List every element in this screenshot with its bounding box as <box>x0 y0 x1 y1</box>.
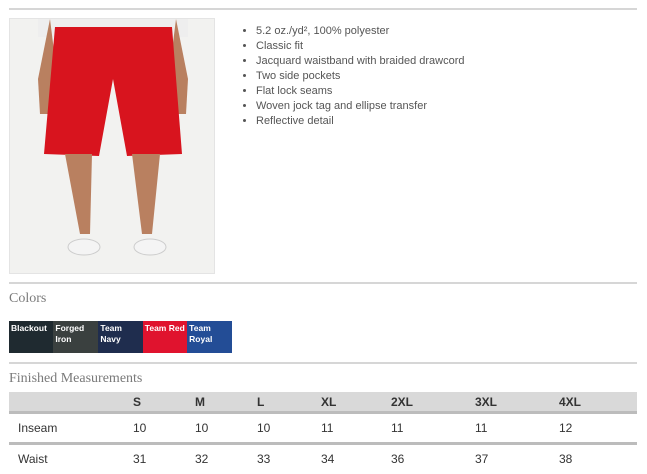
feature-item: Flat lock seams <box>256 84 465 99</box>
table-cell: 10 <box>133 412 195 445</box>
table-cell: 32 <box>195 452 209 466</box>
table-cell: 11 <box>391 412 475 445</box>
feature-item: Reflective detail <box>256 114 465 129</box>
table-cell: 36 <box>391 452 405 466</box>
row-label: Inseam <box>9 412 133 445</box>
swatch-label: Team Royal <box>189 323 213 344</box>
table-cell: 11 <box>475 412 559 445</box>
divider <box>9 8 637 10</box>
table-header-row: S M L XL 2XL 3XL 4XL <box>9 392 637 414</box>
swatch-team-navy[interactable]: Team Navy <box>98 321 143 353</box>
table-cell: 38 <box>559 452 573 466</box>
feature-item: Woven jock tag and ellipse transfer <box>256 99 465 114</box>
divider <box>9 282 637 284</box>
colors-title: Colors <box>9 291 47 306</box>
color-swatches: Blackout Forged Iron Team Navy Team Red … <box>9 321 232 353</box>
measurements-table: S M L XL 2XL 3XL 4XL Inseam 10 10 10 11 … <box>9 392 637 473</box>
swatch-label: Team Navy <box>100 323 122 344</box>
feature-item: Jacquard waistband with braided drawcord <box>256 54 465 69</box>
measurements-title: Finished Measurements <box>9 371 143 386</box>
header-cell: 4XL <box>559 392 637 414</box>
table-cell: 37 <box>475 452 489 466</box>
header-cell: S <box>133 392 195 414</box>
table-cell: 31 <box>133 452 147 466</box>
header-cell <box>9 392 133 414</box>
header-cell: 3XL <box>475 392 559 414</box>
header-cell: XL <box>321 392 391 414</box>
table-cell: 34 <box>321 452 335 466</box>
table-cell: 12 <box>559 412 637 445</box>
table-row: Waist 31 32 33 34 36 37 38 <box>9 444 637 474</box>
swatch-team-royal[interactable]: Team Royal <box>187 321 232 353</box>
header-cell: L <box>257 392 321 414</box>
feature-item: 5.2 oz./yd², 100% polyester <box>256 24 465 39</box>
table-cell: 11 <box>321 412 391 445</box>
product-image <box>9 18 215 274</box>
header-cell: 2XL <box>391 392 475 414</box>
table-cell: 33 <box>257 452 271 466</box>
feature-item: Classic fit <box>256 39 465 54</box>
feature-list: 5.2 oz./yd², 100% polyester Classic fit … <box>244 24 465 129</box>
swatch-blackout[interactable]: Blackout <box>9 321 54 353</box>
table-cell: 10 <box>257 412 321 445</box>
divider <box>9 362 637 364</box>
header-cell: M <box>195 392 257 414</box>
table-cell: 10 <box>195 412 257 445</box>
swatch-label: Forged Iron <box>55 323 85 344</box>
row-label: Waist <box>18 452 48 466</box>
table-row: Inseam 10 10 10 11 11 11 12 <box>9 412 637 445</box>
swatch-forged-iron[interactable]: Forged Iron <box>53 321 99 353</box>
feature-item: Two side pockets <box>256 69 465 84</box>
swatch-team-red[interactable]: Team Red <box>142 321 188 353</box>
